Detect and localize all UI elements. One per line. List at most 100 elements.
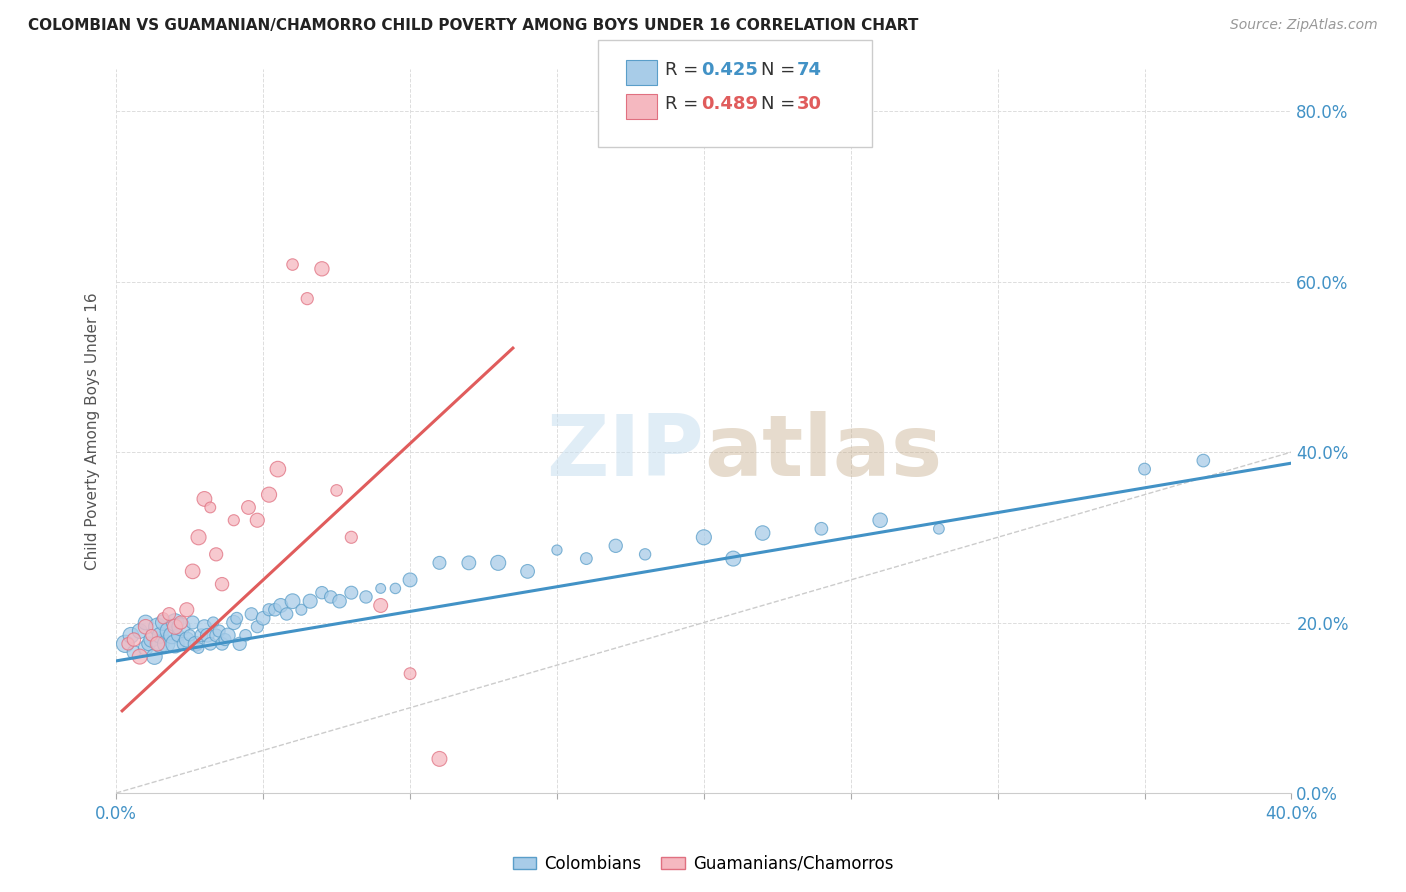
Text: ZIP: ZIP <box>546 411 704 494</box>
Point <box>214 632 236 647</box>
Point <box>149 628 172 642</box>
Point <box>290 603 312 617</box>
Point <box>176 603 198 617</box>
Point <box>120 628 142 642</box>
Point <box>163 615 186 630</box>
Point <box>170 620 193 634</box>
Point <box>152 615 174 630</box>
Point <box>222 513 245 527</box>
Point <box>149 637 172 651</box>
Point <box>170 615 193 630</box>
Point <box>281 594 304 608</box>
Point <box>167 628 190 642</box>
Point <box>179 628 201 642</box>
Point <box>311 585 333 599</box>
Text: 0.489: 0.489 <box>702 95 759 112</box>
Point <box>114 637 136 651</box>
Point <box>195 628 218 642</box>
Text: 74: 74 <box>797 61 823 78</box>
Point <box>217 628 239 642</box>
Point <box>370 582 392 596</box>
Point <box>257 603 280 617</box>
Point <box>205 628 228 642</box>
Text: R =: R = <box>665 95 704 112</box>
Point <box>138 637 160 651</box>
Point <box>173 637 195 651</box>
Point <box>235 628 257 642</box>
Point <box>160 628 183 642</box>
Point <box>163 637 186 651</box>
Point <box>163 620 186 634</box>
Point <box>270 599 292 613</box>
Point <box>117 637 139 651</box>
Point <box>181 565 204 579</box>
Point <box>238 500 260 515</box>
Point <box>311 261 333 276</box>
Point <box>176 632 198 647</box>
Point <box>267 462 290 476</box>
Point <box>575 551 598 566</box>
Text: Source: ZipAtlas.com: Source: ZipAtlas.com <box>1230 18 1378 32</box>
Point <box>157 607 180 621</box>
Point <box>211 637 233 651</box>
Point <box>141 632 163 647</box>
Point <box>190 628 212 642</box>
Point <box>200 500 222 515</box>
Point <box>634 547 657 561</box>
Point <box>135 615 157 630</box>
Point <box>135 620 157 634</box>
Point <box>1192 453 1215 467</box>
Point <box>187 641 209 656</box>
Point <box>184 637 207 651</box>
Point <box>264 603 287 617</box>
Point <box>141 628 163 642</box>
Point <box>457 556 479 570</box>
Text: 0.425: 0.425 <box>702 61 758 78</box>
Point <box>325 483 347 498</box>
Point <box>1133 462 1156 476</box>
Point <box>257 488 280 502</box>
Point <box>155 637 177 651</box>
Point <box>122 645 145 659</box>
Text: N =: N = <box>761 61 800 78</box>
Point <box>128 624 150 638</box>
Point <box>340 530 363 544</box>
Point <box>928 522 950 536</box>
Point <box>869 513 891 527</box>
Point <box>181 615 204 630</box>
Point <box>429 752 451 766</box>
Point <box>146 620 169 634</box>
Point <box>723 551 745 566</box>
Point <box>516 565 538 579</box>
Legend: Colombians, Guamanians/Chamorros: Colombians, Guamanians/Chamorros <box>506 848 900 880</box>
Point <box>486 556 509 570</box>
Point <box>152 611 174 625</box>
Point <box>329 594 352 608</box>
Point <box>319 590 342 604</box>
Point <box>354 590 377 604</box>
Y-axis label: Child Poverty Among Boys Under 16: Child Poverty Among Boys Under 16 <box>86 292 100 570</box>
Point <box>143 649 166 664</box>
Point <box>299 594 322 608</box>
Point <box>693 530 716 544</box>
Point <box>384 582 406 596</box>
Point <box>751 526 773 541</box>
Point <box>193 620 215 634</box>
Point <box>810 522 832 536</box>
Point <box>240 607 263 621</box>
Point <box>252 611 274 625</box>
Point <box>399 573 422 587</box>
Point <box>200 637 222 651</box>
Text: atlas: atlas <box>704 411 942 494</box>
Point <box>128 649 150 664</box>
Point <box>340 585 363 599</box>
Point <box>135 641 157 656</box>
Point <box>222 615 245 630</box>
Point <box>546 543 568 558</box>
Text: N =: N = <box>761 95 800 112</box>
Point <box>225 611 247 625</box>
Text: COLOMBIAN VS GUAMANIAN/CHAMORRO CHILD POVERTY AMONG BOYS UNDER 16 CORRELATION CH: COLOMBIAN VS GUAMANIAN/CHAMORRO CHILD PO… <box>28 18 918 33</box>
Point <box>297 292 319 306</box>
Point <box>399 666 422 681</box>
Point <box>429 556 451 570</box>
